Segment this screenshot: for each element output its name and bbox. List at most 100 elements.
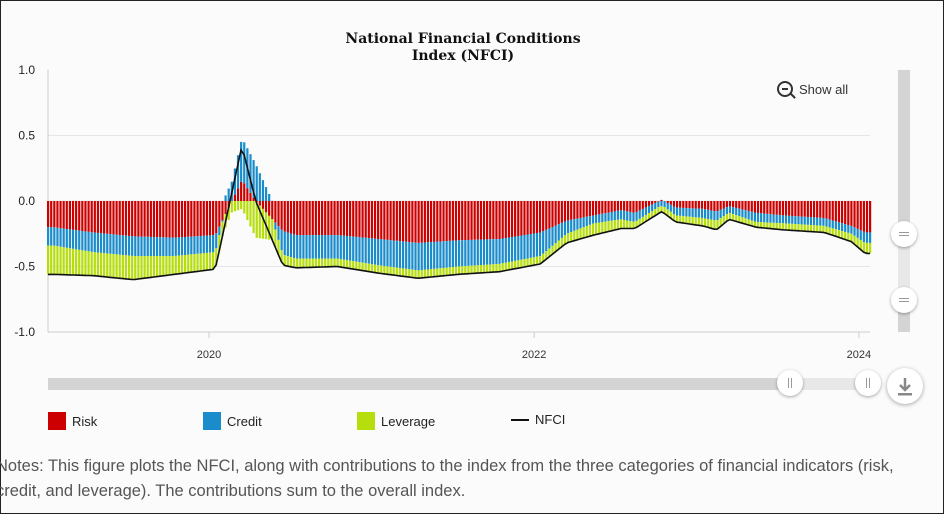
bar-credit: [143, 236, 146, 257]
bar-leverage: [417, 270, 420, 279]
bar-leverage: [436, 268, 439, 277]
bar-risk: [345, 201, 349, 236]
bar-risk: [834, 201, 837, 222]
bar-risk: [411, 201, 414, 243]
bar-leverage: [679, 215, 682, 223]
bar-credit: [529, 234, 532, 258]
horizontal-scrollbar[interactable]: [48, 378, 790, 390]
bar-leverage: [803, 224, 806, 232]
bar-leverage: [716, 220, 719, 230]
bar-risk: [454, 201, 458, 241]
bar-credit: [162, 237, 165, 257]
bar-credit: [299, 235, 302, 259]
bar-risk: [850, 201, 853, 226]
bar-credit: [601, 213, 604, 223]
bar-credit: [336, 235, 339, 259]
legend-item-nfci[interactable]: NFCI: [511, 412, 565, 427]
bar-leverage: [342, 259, 345, 268]
bar-credit: [395, 240, 398, 268]
bar-leverage: [613, 220, 616, 231]
bar-leverage: [501, 263, 504, 272]
bar-leverage: [324, 258, 327, 267]
bar-credit: [862, 231, 865, 243]
bar-leverage: [784, 223, 788, 230]
bar-risk: [152, 201, 156, 238]
bar-leverage: [75, 249, 78, 276]
bar-risk: [473, 201, 476, 240]
bar-leverage: [59, 246, 62, 275]
bar-credit: [411, 242, 414, 270]
bar-risk: [526, 201, 529, 235]
vertical-scrollbar-upper-handle[interactable]: [891, 221, 917, 247]
bar-credit: [557, 224, 560, 241]
bar-credit: [464, 240, 467, 267]
bar-risk: [510, 201, 514, 237]
bar-credit: [364, 237, 367, 264]
bar-risk: [118, 201, 121, 236]
bar-credit: [106, 233, 109, 254]
bar-leverage: [619, 219, 623, 229]
bar-leverage: [856, 237, 859, 247]
bar-risk: [856, 201, 859, 229]
bar-leverage: [215, 248, 218, 266]
bar-credit: [205, 235, 208, 253]
legend-swatch-risk: [48, 412, 66, 430]
bar-credit: [165, 237, 168, 257]
bar-credit: [174, 237, 177, 256]
bar-risk: [598, 201, 601, 215]
bar-credit: [458, 240, 461, 267]
horizontal-scrollbar-left-handle[interactable]: [777, 370, 803, 396]
bar-credit: [682, 207, 685, 217]
bar-leverage: [542, 253, 545, 262]
horizontal-scrollbar-right-handle[interactable]: [855, 370, 881, 396]
bar-risk: [638, 201, 641, 211]
bar-leverage: [753, 221, 756, 227]
bar-leverage: [199, 253, 202, 271]
bar-leverage: [557, 240, 560, 250]
bar-credit: [445, 241, 448, 268]
bar-leverage: [367, 263, 370, 272]
bar-risk: [760, 201, 763, 214]
bar-leverage: [728, 213, 732, 220]
bar-leverage: [299, 258, 302, 268]
bar-risk: [386, 201, 389, 240]
bar-leverage: [697, 217, 700, 226]
bar-risk: [470, 201, 473, 240]
legend-item-credit[interactable]: Credit: [203, 412, 262, 430]
bar-risk: [616, 201, 619, 211]
bar-credit: [448, 240, 451, 268]
bar-leverage: [289, 257, 293, 267]
bar-credit: [53, 227, 56, 246]
legend-item-risk[interactable]: Risk: [48, 412, 97, 430]
vertical-scrollbar-lower-handle[interactable]: [891, 287, 917, 313]
bar-credit: [725, 207, 728, 215]
bar-risk: [168, 201, 171, 238]
bar-risk: [451, 201, 454, 241]
horizontal-scrollbar-selected-range[interactable]: [790, 378, 868, 390]
bar-leverage: [635, 220, 638, 228]
bar-risk: [467, 201, 470, 240]
bar-credit: [321, 235, 324, 259]
bar-credit: [732, 207, 735, 215]
bar-credit: [507, 237, 511, 263]
bar-risk: [442, 201, 445, 242]
legend-item-leverage[interactable]: Leverage: [357, 412, 435, 430]
bar-leverage: [124, 255, 128, 279]
bar-leverage: [330, 258, 333, 267]
bar-credit: [159, 237, 162, 257]
vertical-scrollbar-selected-range[interactable]: [898, 238, 910, 298]
bar-credit: [99, 233, 103, 253]
show-all-button[interactable]: Show all: [777, 78, 848, 100]
bar-leverage: [598, 222, 601, 234]
bar-risk: [249, 192, 252, 201]
bar-risk: [317, 201, 321, 236]
bar-credit: [352, 236, 355, 262]
bar-credit: [75, 230, 78, 250]
bar-credit: [738, 208, 741, 217]
bar-leverage: [641, 216, 644, 224]
bar-risk: [429, 201, 433, 243]
download-button[interactable]: [887, 368, 923, 404]
bar-leverage: [78, 249, 81, 276]
bar-leverage: [663, 206, 666, 214]
